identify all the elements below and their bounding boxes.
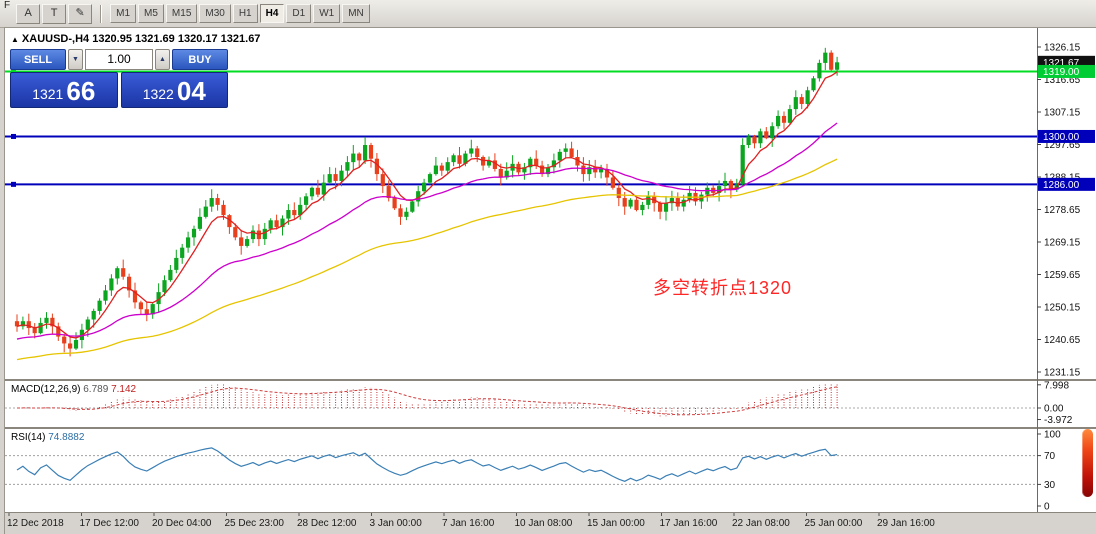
volume-dropdown-button[interactable]: ▼ [68,49,83,70]
rsi-axis-label: 0 [1044,502,1050,513]
price-axis-label: 1297.65 [1044,140,1081,151]
time-axis-label: 10 Jan 08:00 [515,518,573,529]
timeframe-w1-button[interactable]: W1 [313,4,341,23]
price-badge: 1300.00 [1043,132,1080,143]
tool-button-group: A T ✎ [16,3,93,24]
time-axis-label: 3 Jan 00:00 [370,518,423,529]
cursor-tool-button[interactable]: A [16,3,41,24]
volume-input[interactable]: 1.00 [85,49,153,70]
draw-tool-button[interactable]: ✎ [68,3,93,24]
toolbar-separator [100,4,103,23]
timeframe-m1-button[interactable]: M1 [110,4,137,23]
price-axis-label: 1231.15 [1044,368,1081,379]
text-tool-button[interactable]: T [42,3,67,24]
price-badge: 1286.00 [1043,180,1080,191]
time-axis-label: 28 Dec 12:00 [297,518,357,529]
rsi-axis-label: 30 [1044,480,1056,491]
chart-window: 1326.151316.651307.151297.651288.151278.… [4,27,1096,534]
time-axis-label: 17 Jan 16:00 [660,518,718,529]
time-axis-label: 17 Dec 12:00 [80,518,140,529]
timeframe-button-group: M1 M5 M15 M30 H1 H4 D1 W1 MN [110,4,370,23]
expander-icon[interactable]: ▲ [11,35,19,44]
chart-title: ▲ XAUUSD-,H4 1320.95 1321.69 1320.17 1321… [11,33,261,45]
time-axis-label: 25 Jan 00:00 [805,518,863,529]
macd-axis-label: 7.998 [1044,380,1069,391]
macd-label: MACD(12,26,9) 6.789 7.142 [11,384,137,395]
price-axis-label: 1326.15 [1044,43,1081,54]
timeframe-m30-button[interactable]: M30 [199,4,231,23]
timeframe-m15-button[interactable]: M15 [165,4,198,23]
macd-axis-label: -3.972 [1044,415,1073,426]
toolbar-handle: F [4,0,11,11]
timeframe-mn-button[interactable]: MN [342,4,370,23]
chart-annotation: 多空转折点1320 [653,278,793,298]
timeframe-h4-button[interactable]: H4 [259,4,285,23]
price-axis-label: 1250.15 [1044,303,1081,314]
price-axis-label: 1269.15 [1044,238,1081,249]
rsi-axis-label: 100 [1044,430,1061,441]
rsi-axis-label: 70 [1044,451,1056,462]
timeframe-d1-button[interactable]: D1 [286,4,312,23]
bid-price[interactable]: 1321 66 [10,72,118,108]
price-axis-label: 1307.15 [1044,108,1081,119]
macd-axis-label: 0.00 [1044,404,1064,415]
one-click-trading-panel: SELL ▼ 1.00 ▲ BUY 1321 66 1322 04 [10,49,228,108]
time-axis-label: 20 Dec 04:00 [152,518,212,529]
timeframe-h1-button[interactable]: H1 [232,4,258,23]
time-axis-label: 7 Jan 16:00 [442,518,495,529]
price-badge: 1321.67 [1043,58,1080,69]
timeframe-m5-button[interactable]: M5 [138,4,164,23]
time-axis-label: 15 Jan 00:00 [587,518,645,529]
buy-button[interactable]: BUY [172,49,228,70]
time-axis-label: 12 Dec 2018 [7,518,64,529]
time-axis-label: 22 Jan 08:00 [732,518,790,529]
price-axis-label: 1278.65 [1044,205,1081,216]
time-axis-label: 29 Jan 16:00 [877,518,935,529]
toolbar: F A T ✎ M1 M5 M15 M30 H1 H4 D1 W1 MN [0,0,1096,28]
price-axis-label: 1316.65 [1044,75,1081,86]
chart-plot-area[interactable]: 1326.151316.651307.151297.651288.151278.… [5,28,1096,534]
ask-price[interactable]: 1322 04 [120,72,228,108]
volume-up-button[interactable]: ▲ [155,49,170,70]
price-badge: 1319.00 [1043,67,1080,78]
rsi-label: RSI(14) 74.8882 [11,432,85,443]
thermometer-icon [1082,429,1093,497]
price-axis-label: 1259.65 [1044,270,1081,281]
price-axis-label: 1240.65 [1044,335,1081,346]
sell-button[interactable]: SELL [10,49,66,70]
time-axis-label: 25 Dec 23:00 [225,518,285,529]
